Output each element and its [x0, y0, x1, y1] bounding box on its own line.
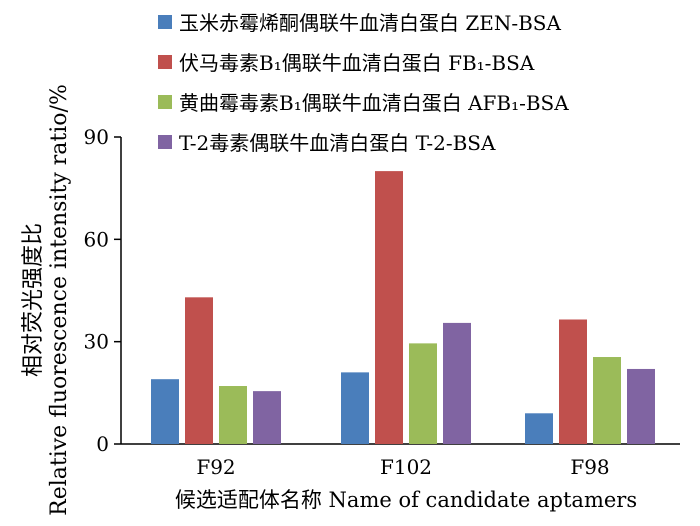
bar-f102-series-4 — [443, 322, 471, 444]
y-axis-label-cn: 相对荧光强度比 — [21, 223, 46, 377]
legend-swatch — [158, 95, 172, 109]
bar-f98-series-2 — [559, 319, 587, 444]
bar-f102-series-3 — [409, 343, 437, 444]
legend-label: 伏马毒素B₁偶联牛血清白蛋白 FB₁-BSA — [179, 51, 535, 75]
x-tick-label: F102 — [380, 455, 432, 479]
y-tick-label: 30 — [84, 330, 109, 354]
y-tick-labels: 0 30 60 90 — [84, 125, 121, 456]
bar-f92-series-2 — [185, 297, 213, 444]
legend-swatch — [158, 15, 172, 29]
y-axis-label-en: Relative fluorescence intensity ratio/% — [47, 84, 72, 516]
x-tick-label: F98 — [570, 455, 609, 479]
y-tick-label: 90 — [84, 125, 109, 149]
bar-f92-series-4 — [253, 391, 281, 444]
bar-f102-series-2 — [375, 171, 403, 444]
x-axis-label: 候选适配体名称 Name of candidate aptamers — [175, 488, 637, 512]
bar-f98-series-1 — [525, 413, 553, 444]
bar-f98-series-3 — [593, 357, 621, 444]
bar-f92-series-1 — [151, 379, 179, 444]
legend-label: 黄曲霉毒素B₁偶联牛血清白蛋白 AFB₁-BSA — [179, 91, 569, 115]
x-tick-label: F92 — [196, 455, 235, 479]
y-tick-label: 60 — [84, 227, 109, 251]
legend-label: 玉米赤霉烯酮偶联牛血清白蛋白 ZEN-BSA — [179, 11, 562, 35]
bar-f92-series-3 — [219, 386, 247, 444]
legend-swatch — [158, 135, 172, 149]
x-tick-labels: F92 F102 F98 — [196, 455, 609, 479]
legend-swatch — [158, 55, 172, 69]
bars — [151, 171, 655, 444]
bar-f98-series-4 — [627, 368, 655, 444]
legend-label: T-2毒素偶联牛血清白蛋白 T-2-BSA — [179, 131, 496, 155]
y-tick-label: 0 — [96, 432, 109, 456]
legend: 玉米赤霉烯酮偶联牛血清白蛋白 ZEN-BSA 伏马毒素B₁偶联牛血清白蛋白 FB₁… — [158, 11, 569, 155]
bar-f102-series-1 — [341, 372, 369, 444]
